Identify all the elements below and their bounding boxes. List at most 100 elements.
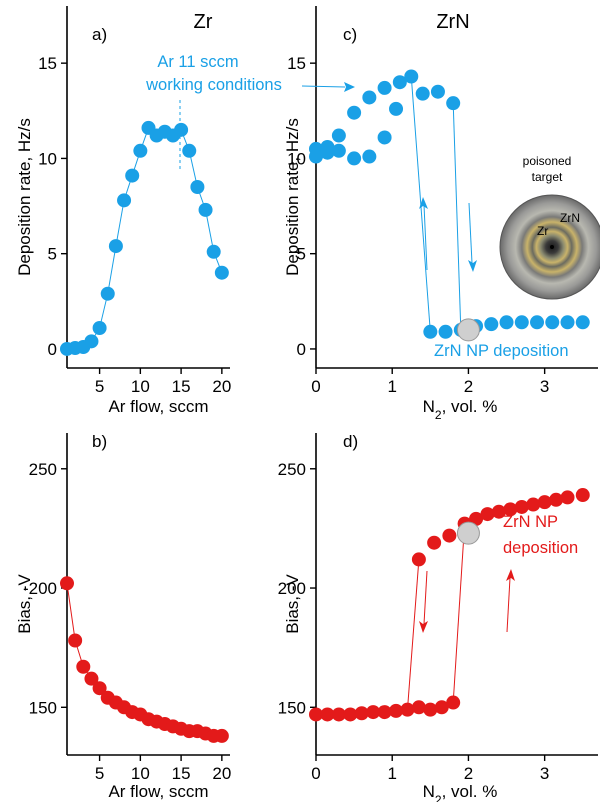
data-point [560,315,575,330]
data-point [377,80,392,95]
inset-zrn-label: ZrN [560,211,580,225]
panel-d-up-arrow-head [506,569,515,581]
data-point [427,535,442,550]
x-tick-label: 15 [172,764,191,783]
x-tick-label: 20 [212,377,231,396]
x-tick-label: 20 [212,764,231,783]
data-point [549,492,564,507]
inset-zr-label: Zr [537,224,548,238]
data-point [92,320,107,335]
x-tick-label: 10 [131,377,150,396]
data-point [545,315,560,330]
panel-c-xlabel: N2, vol. % [423,397,498,422]
data-point [198,202,213,217]
data-point [575,315,590,330]
data-point [366,705,381,720]
working-conditions-annotation: Ar 11 sccm working conditions [145,53,355,172]
panel-c-hysteresis-arrows [419,197,477,272]
data-point [84,334,99,349]
x-tick-label: 15 [172,377,191,396]
x-tick-label: 3 [540,377,549,396]
panel-d-up-arrow [506,577,511,633]
np-deposition-marker [456,318,480,342]
data-point [309,149,323,164]
panel-b-ylabel: Bias, -V [15,574,34,634]
data-point [92,681,107,696]
data-point [404,69,419,84]
inset-poisoned-line1: poisoned [523,154,572,168]
panel-d: d) 0 1 2 3 150 200 250 Bias, -V N2, vol. % [278,432,598,802]
panel-a-label: a) [92,25,107,44]
panel-b-marks: 5 10 15 20 150 -200 250 [23,433,231,783]
data-point [423,324,438,339]
column-title-left: Zr [194,11,213,33]
y-tick-label: 250 [29,460,57,479]
data-point [434,700,449,715]
data-point [484,317,499,332]
data-point [442,528,457,543]
panel-d-zrn-np-line2: deposition [503,539,578,557]
column-title-right: ZrN [436,11,469,33]
panel-d-label: d) [343,432,358,451]
y-tick-label: 10 [38,149,57,168]
panel-d-xlabel: N2, vol. % [423,782,498,802]
data-point [354,706,369,721]
data-point [84,671,99,686]
x-tick-label: 0 [311,377,320,396]
data-point [320,145,335,160]
panel-a: a) 5 10 15 20 0 5 10 15 Deposition rate, Hz/s A… [15,6,231,416]
data-point [125,168,140,183]
x-tick-label: 0 [311,764,320,783]
y-tick-label: 5 [48,245,57,264]
data-point [108,239,123,254]
data-point [400,702,415,717]
data-point [347,105,362,120]
x-tick-label: 3 [540,764,549,783]
arrow-to-panel-c [301,85,346,88]
data-point [331,128,346,143]
data-point [415,86,430,101]
y-tick-label: 0 [48,340,57,359]
data-point [214,728,229,743]
data-point [411,552,426,567]
y-tick-label: 150 [29,698,57,717]
arrow-to-panel-c-head [344,82,355,92]
panel-c-label: c) [343,25,357,44]
panel-c-zrn-np-label: ZrN NP deposition [434,342,569,360]
series-line [66,127,223,350]
data-point [491,504,506,519]
data-point [469,511,484,526]
panel-d-down-arrow-head [419,621,428,633]
y-tick-label: 15 [38,54,57,73]
x-tick-label: 10 [131,764,150,783]
data-point [190,180,205,194]
data-point [411,700,426,715]
data-point [100,286,115,301]
panel-c-up-arrow [423,204,428,271]
transition-line [452,103,462,330]
panel-a-xlabel: Ar flow, sccm [108,397,208,416]
data-point [438,324,453,339]
annot-ar-line2: working conditions [145,76,282,94]
data-point [537,495,552,510]
data-point [117,193,132,208]
data-point [389,703,404,718]
panel-d-ylabel: Bias, -V [283,574,302,634]
data-point [446,695,461,710]
data-point [499,315,514,330]
data-point [389,101,404,116]
data-point [514,315,529,330]
np-deposition-marker [456,521,480,545]
data-point [560,490,575,505]
panel-b-label: b) [92,432,107,451]
inset-poisoned-line2: target [532,170,563,184]
data-point [133,143,148,158]
data-point [331,143,346,158]
data-point [343,707,358,722]
panel-d-down-arrow [423,570,428,625]
panel-c-down-arrow [468,202,473,264]
x-tick-label: 5 [95,377,104,396]
data-point [377,705,392,720]
y-tick-label: 10 [287,149,306,168]
data-point [530,315,545,330]
